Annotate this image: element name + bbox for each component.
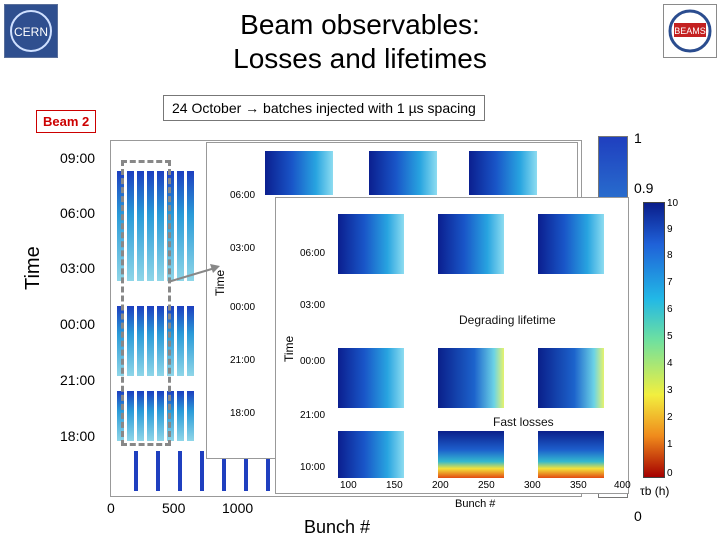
main-colorbar-tick: 0 xyxy=(634,508,642,524)
main-ytick: 21:00 xyxy=(60,372,96,388)
zoom-colorbar xyxy=(643,202,665,478)
slide-title: Beam observables: Losses and lifetimes xyxy=(150,8,570,76)
zoom-xtick: 400 xyxy=(614,480,631,491)
zoom-ytick: 10:00 xyxy=(300,462,326,473)
main-strip xyxy=(187,391,194,441)
zoom-colorbar-tick: 8 xyxy=(667,250,673,261)
zoom-yaxis-title: Time xyxy=(282,335,296,362)
pointer-arrow-icon xyxy=(167,264,220,283)
mid-block xyxy=(265,151,333,195)
zoom-xtick: 350 xyxy=(570,480,587,491)
main-colorbar-tick: 0.9 xyxy=(634,180,654,196)
caption-box: 24 October → batches injected with 1 µs … xyxy=(163,95,485,121)
main-strip xyxy=(157,171,164,281)
mid-ytick: 18:00 xyxy=(230,408,256,419)
annotation-fast-losses: Fast losses xyxy=(490,414,557,430)
main-strip xyxy=(157,306,164,376)
zoom-colorbar-tick: 4 xyxy=(667,358,673,369)
mid-ytick: 00:00 xyxy=(230,302,256,313)
zoom-xtick: 200 xyxy=(432,480,449,491)
main-strip xyxy=(177,171,184,281)
zoom-block xyxy=(338,348,404,408)
main-xtick: 500 xyxy=(162,500,186,516)
main-ytick: 00:00 xyxy=(60,316,96,332)
zoom-plot xyxy=(275,197,629,494)
main-strip xyxy=(137,391,144,441)
zoom-xtick: 250 xyxy=(478,480,495,491)
main-strip xyxy=(117,306,124,376)
zoom-colorbar-tick: 0 xyxy=(667,468,673,479)
main-strip xyxy=(117,391,124,441)
mid-block xyxy=(469,151,537,195)
main-xaxis-title: Bunch # xyxy=(304,517,371,537)
mid-ytick: 03:00 xyxy=(230,243,256,254)
colorbar-unit-label: τb (h) xyxy=(640,484,670,498)
main-strip xyxy=(137,306,144,376)
main-strip xyxy=(177,306,184,376)
zoom-ytick: 06:00 xyxy=(300,248,326,259)
beam-label: Beam 2 xyxy=(36,110,97,133)
zoom-block xyxy=(438,431,504,478)
main-strip xyxy=(147,171,154,281)
main-strip xyxy=(127,391,134,441)
slide-title-line1: Beam observables: xyxy=(240,9,480,40)
main-strip xyxy=(187,171,194,281)
zoom-block xyxy=(338,431,404,478)
annotation-degrading-lifetime: Degrading lifetime xyxy=(456,312,559,328)
main-strip xyxy=(177,391,184,441)
beams-logo-icon: BEAMS xyxy=(668,9,712,53)
zoom-colorbar-tick: 5 xyxy=(667,331,673,342)
main-strip xyxy=(127,171,134,281)
zoom-block xyxy=(438,348,504,408)
zoom-ytick: 21:00 xyxy=(300,410,326,421)
mid-block xyxy=(369,151,437,195)
zoom-block xyxy=(438,214,504,274)
zoom-colorbar-tick: 6 xyxy=(667,304,673,315)
zoom-colorbar-tick: 7 xyxy=(667,277,673,288)
zoom-colorbar-tick: 2 xyxy=(667,412,673,423)
main-ytick: 03:00 xyxy=(60,260,96,276)
main-strip xyxy=(187,306,194,376)
main-strip xyxy=(147,391,154,441)
beams-logo-text: BEAMS xyxy=(674,26,706,36)
cern-logo: CERN xyxy=(4,4,58,58)
main-xtick: 0 xyxy=(107,500,115,516)
main-colorbar-tick: 1 xyxy=(634,130,642,146)
beams-logo: BEAMS xyxy=(663,4,717,58)
zoom-block xyxy=(538,431,604,478)
main-strip xyxy=(147,306,154,376)
zoom-colorbar-tick: 9 xyxy=(667,224,673,235)
zoom-xtick: 150 xyxy=(386,480,403,491)
zoom-xaxis-title: Bunch # xyxy=(455,498,496,510)
zoom-block xyxy=(538,214,604,274)
main-ytick: 06:00 xyxy=(60,205,96,221)
zoom-block xyxy=(538,348,604,408)
slide-title-line2: Losses and lifetimes xyxy=(233,43,487,74)
zoom-ytick: 00:00 xyxy=(300,356,326,367)
main-strip xyxy=(127,306,134,376)
mid-ytick: 21:00 xyxy=(230,355,256,366)
main-yaxis-title: Time xyxy=(22,246,44,290)
zoom-xtick: 300 xyxy=(524,480,541,491)
main-ytick: 09:00 xyxy=(60,150,96,166)
zoom-colorbar-tick: 10 xyxy=(667,198,679,209)
main-xtick: 1000 xyxy=(222,500,254,516)
zoom-colorbar-tick: 3 xyxy=(667,385,673,396)
mid-ytick: 06:00 xyxy=(230,190,256,201)
main-strip xyxy=(117,171,124,281)
main-strip xyxy=(137,171,144,281)
cern-logo-icon: CERN xyxy=(10,10,52,52)
highlight-box xyxy=(121,160,171,446)
zoom-block xyxy=(338,214,404,274)
main-ytick: 18:00 xyxy=(60,428,96,444)
zoom-ytick: 03:00 xyxy=(300,300,326,311)
main-strip xyxy=(157,391,164,441)
zoom-colorbar-tick: 1 xyxy=(667,439,673,450)
cern-logo-text: CERN xyxy=(14,25,48,39)
zoom-xtick: 100 xyxy=(340,480,357,491)
